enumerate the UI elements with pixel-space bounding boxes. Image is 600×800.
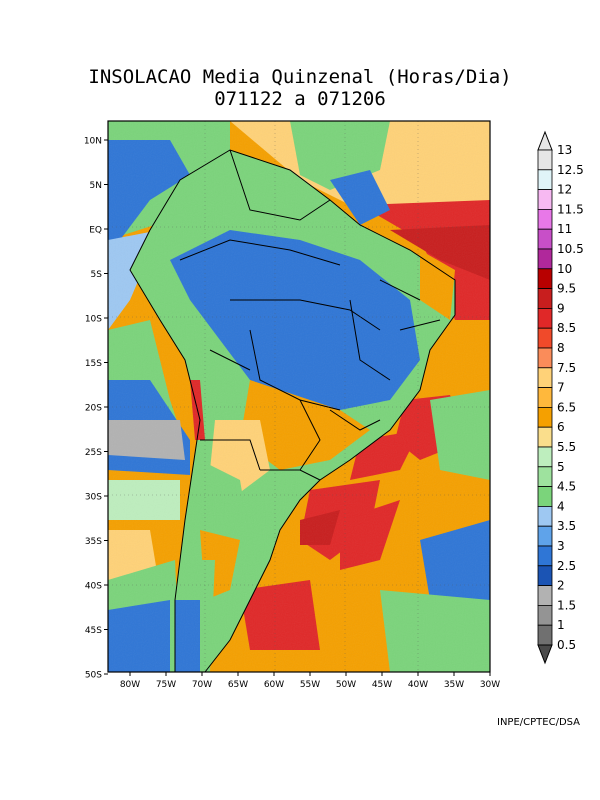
colorbar-swatch (537, 605, 553, 626)
colorbar-swatch (537, 268, 553, 289)
colorbar-label: 5.5 (557, 440, 576, 454)
colorbar-swatch (537, 367, 553, 388)
colorbar-bottom-arrow (537, 644, 553, 665)
lat-tick-label: EQ (89, 226, 102, 236)
colorbar-label: 4.5 (557, 480, 576, 494)
lat-tick-label: 45S (85, 626, 102, 636)
colorbar-swatch (537, 387, 553, 408)
colorbar-swatch (537, 208, 553, 230)
colorbar-swatch (537, 545, 553, 567)
colorbar-label: 2 (557, 579, 565, 593)
colorbar-swatch (537, 505, 553, 527)
colorbar-swatch (537, 585, 553, 606)
colorbar-swatch (537, 327, 553, 349)
colorbar-label: 3 (557, 539, 565, 553)
political-borders (129, 149, 456, 672)
lat-tick-label: 15S (85, 359, 102, 369)
colorbar-swatch (537, 565, 553, 586)
colorbar-label: 9 (557, 301, 565, 315)
colorbar-swatch (537, 525, 553, 547)
lat-tick-label: 30S (85, 493, 102, 503)
colorbar-label: 11.5 (557, 202, 584, 216)
colorbar-swatch (537, 169, 553, 191)
lon-tick-label: 35W (444, 680, 464, 690)
colorbar-swatch (537, 307, 553, 329)
colorbar-label: 0.5 (557, 638, 576, 652)
colorbar-label: 12 (557, 183, 572, 197)
lat-tick-label: 40S (85, 582, 102, 592)
colorbar-label: 12.5 (557, 163, 584, 177)
colorbar-swatch (537, 347, 553, 369)
lat-tick-label: 10N (84, 137, 102, 147)
colorbar-swatch (537, 406, 553, 428)
lat-tick-label: 5S (91, 270, 103, 280)
colorbar-top-arrow (537, 130, 553, 151)
colorbar: 1312.51211.51110.5109.598.587.576.565.55… (537, 130, 584, 665)
colorbar-swatch (537, 466, 553, 487)
colorbar-label: 3.5 (557, 519, 576, 533)
lat-tick-label: 20S (85, 404, 102, 414)
colorbar-label: 8.5 (557, 321, 576, 335)
texture-overlay (108, 121, 490, 672)
colorbar-label: 10.5 (557, 242, 584, 256)
colorbar-label: 6.5 (557, 400, 576, 414)
colorbar-label: 7 (557, 381, 565, 395)
lon-tick-label: 60W (264, 680, 284, 690)
colorbar-label: 7.5 (557, 361, 576, 375)
colorbar-swatch (537, 288, 553, 309)
map-frame (107, 120, 491, 673)
lat-tick-label: 25S (85, 448, 102, 458)
colorbar-label: 13 (557, 143, 572, 157)
lon-tick-label: 75W (156, 680, 176, 690)
colorbar-label: 9.5 (557, 282, 576, 296)
colorbar-swatch (537, 149, 553, 171)
lon-tick-label: 80W (120, 680, 140, 690)
colorbar-label: 8 (557, 341, 565, 355)
lon-tick-label: 30W (480, 680, 500, 690)
colorbar-label: 11 (557, 222, 572, 236)
lon-tick-label: 65W (228, 680, 248, 690)
colorbar-label: 4 (557, 499, 565, 513)
colorbar-swatch (537, 624, 553, 646)
lon-tick-label: 70W (192, 680, 212, 690)
lat-tick-label: 35S (85, 537, 102, 547)
lat-tick-label: 10S (85, 315, 102, 325)
lat-tick-label: 5N (90, 181, 102, 191)
longitude-axis: 80W 75W 70W 65W 60W 55W 50W 45W 40W 35W 30W (120, 672, 500, 690)
colorbar-label: 1 (557, 618, 565, 632)
latitude-axis: 10N 5N EQ 5S 10S 15S 20S 25S 30S 35S 40S 45S 50S (84, 137, 108, 681)
colorbar-swatch (537, 228, 553, 250)
colorbar-label: 10 (557, 262, 572, 276)
map-title-line-2: 071122 a 071206 (214, 88, 386, 110)
colorbar-swatch (537, 446, 553, 468)
lat-tick-label: 50S (85, 671, 102, 681)
lon-tick-label: 40W (408, 680, 428, 690)
colorbar-swatch (537, 426, 553, 448)
colorbar-swatch (537, 486, 553, 507)
map-field (108, 121, 490, 672)
colorbar-label: 6 (557, 420, 565, 434)
lon-tick-label: 55W (300, 680, 320, 690)
colorbar-label: 2.5 (557, 559, 576, 573)
colorbar-swatch (537, 248, 553, 270)
colorbar-swatch (537, 189, 553, 210)
lon-tick-label: 45W (372, 680, 392, 690)
colorbar-label: 1.5 (557, 598, 576, 612)
credit-label: INPE/CPTEC/DSA (497, 717, 581, 728)
lon-tick-label: 50W (336, 680, 356, 690)
map-title-line-1: INSOLACAO Media Quinzenal (Horas/Dia) (88, 66, 512, 88)
colorbar-label: 5 (557, 460, 565, 474)
